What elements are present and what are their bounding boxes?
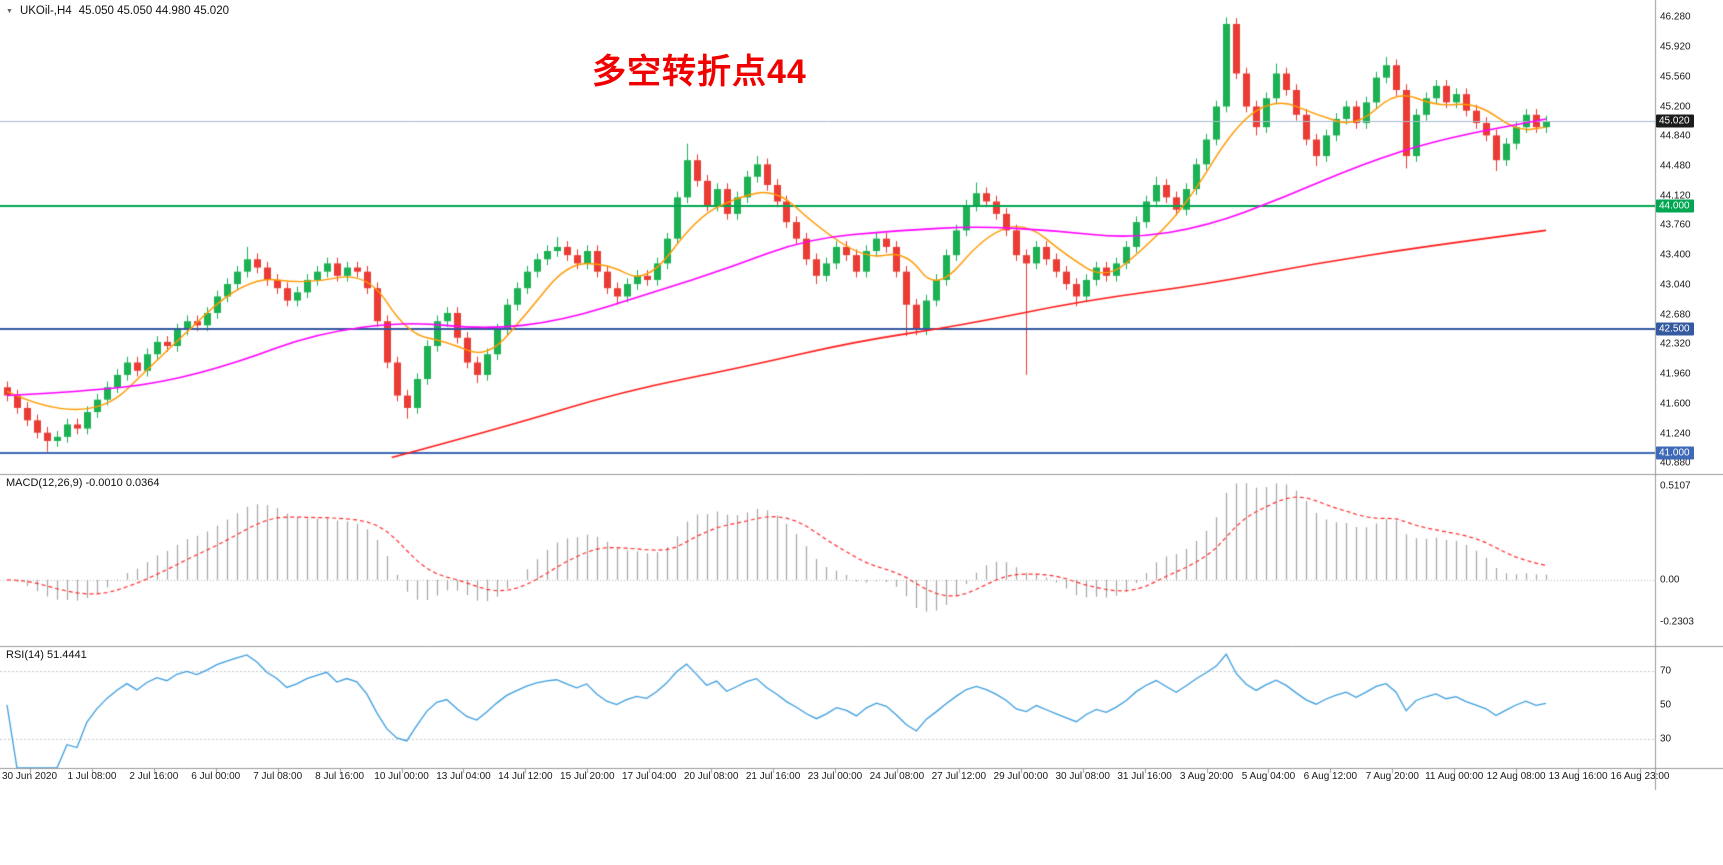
time-axis-label: 29 Jul 00:00 [993, 771, 1049, 782]
chart-annotation-text: 多空转折点44 [592, 53, 807, 91]
price-tick-label: 43.040 [1660, 279, 1691, 291]
time-axis-label: 31 Jul 16:00 [1117, 771, 1172, 782]
price-tick-label: 45.200 [1660, 101, 1691, 113]
time-axis-label: 20 Jul 08:00 [683, 771, 739, 782]
time-axis-label: 30 Jul 08:00 [1055, 771, 1110, 782]
price-tick-label: 45.560 [1660, 71, 1691, 83]
rsi-tick-label: 70 [1660, 665, 1672, 677]
time-axis-label: 13 Jul 04:00 [436, 771, 491, 782]
macd-indicator-label: MACD(12,26,9) -0.0010 0.0364 [6, 477, 160, 489]
price-tick-label: 44.120 [1660, 190, 1691, 202]
price-level-label: 41.000 [1656, 446, 1694, 460]
rsi-tick-label: 50 [1660, 699, 1672, 711]
price-tick-label: 41.240 [1660, 428, 1691, 440]
price-tick-label: 44.480 [1660, 160, 1691, 172]
price-tick-label: 43.760 [1660, 219, 1691, 231]
price-tick-label: 42.680 [1660, 309, 1691, 321]
price-tick-label: 43.400 [1660, 249, 1691, 261]
chart-shift-icon: ▼ [6, 7, 13, 15]
price-level-label: 45.020 [1656, 114, 1694, 128]
time-axis-label: 11 Aug 00:00 [1425, 771, 1484, 782]
time-axis-label: 5 Aug 04:00 [1241, 771, 1296, 782]
time-axis-label: 2 Jul 16:00 [129, 771, 179, 782]
macd-tick-label: 0.5107 [1660, 480, 1691, 492]
symbol-period-label: UKOil-,H4 [19, 5, 72, 17]
time-axis-label: 13 Aug 16:00 [1548, 771, 1608, 782]
time-axis-label: 8 Jul 16:00 [315, 771, 365, 782]
price-tick-label: 40.880 [1660, 457, 1691, 469]
time-axis-label: 7 Aug 20:00 [1365, 771, 1419, 782]
time-axis-label: 23 Jul 00:00 [807, 771, 863, 782]
time-axis-label: 21 Jul 16:00 [745, 771, 801, 782]
price-tick-label: 44.840 [1660, 130, 1691, 142]
time-axis-label: 17 Jul 04:00 [621, 771, 677, 782]
time-axis-label: 10 Jul 00:00 [374, 771, 429, 782]
time-axis-label: 12 Aug 08:00 [1486, 771, 1546, 782]
time-axis-label: 6 Jul 00:00 [191, 771, 241, 782]
price-tick-label: 41.960 [1660, 368, 1691, 380]
rsi-indicator-label: RSI(14) 51.4441 [6, 649, 87, 661]
rsi-tick-label: 30 [1660, 733, 1672, 745]
price-level-label: 44.000 [1656, 199, 1694, 213]
time-axis-label: 6 Aug 12:00 [1303, 771, 1358, 782]
time-axis-label: 3 Aug 20:00 [1179, 771, 1234, 782]
macd-tick-label: 0.00 [1660, 574, 1680, 586]
time-axis-label: 14 Jul 12:00 [498, 771, 553, 782]
price-tick-label: 46.280 [1660, 11, 1691, 23]
time-axis-label: 24 Jul 08:00 [869, 771, 925, 782]
price-tick-label: 45.920 [1660, 41, 1691, 53]
time-axis-label: 15 Jul 20:00 [560, 771, 615, 782]
time-axis-label: 7 Jul 08:00 [253, 771, 303, 782]
time-axis-label: 27 Jul 12:00 [931, 771, 987, 782]
time-axis-label: 1 Jul 08:00 [67, 771, 117, 782]
chart-legend: ▼ UKOil-,H4 45.050 45.050 44.980 45.020 [6, 5, 229, 17]
ohlc-values-label: 45.050 45.050 44.980 45.020 [78, 5, 229, 17]
macd-tick-label: -0.2303 [1660, 616, 1694, 628]
time-axis-label: 16 Aug 23:00 [1610, 771, 1670, 782]
time-axis-label: 30 Jun 2020 [2, 771, 58, 782]
price-tick-label: 41.600 [1660, 398, 1691, 410]
price-level-label: 42.500 [1656, 322, 1694, 336]
price-tick-label: 42.320 [1660, 338, 1691, 350]
